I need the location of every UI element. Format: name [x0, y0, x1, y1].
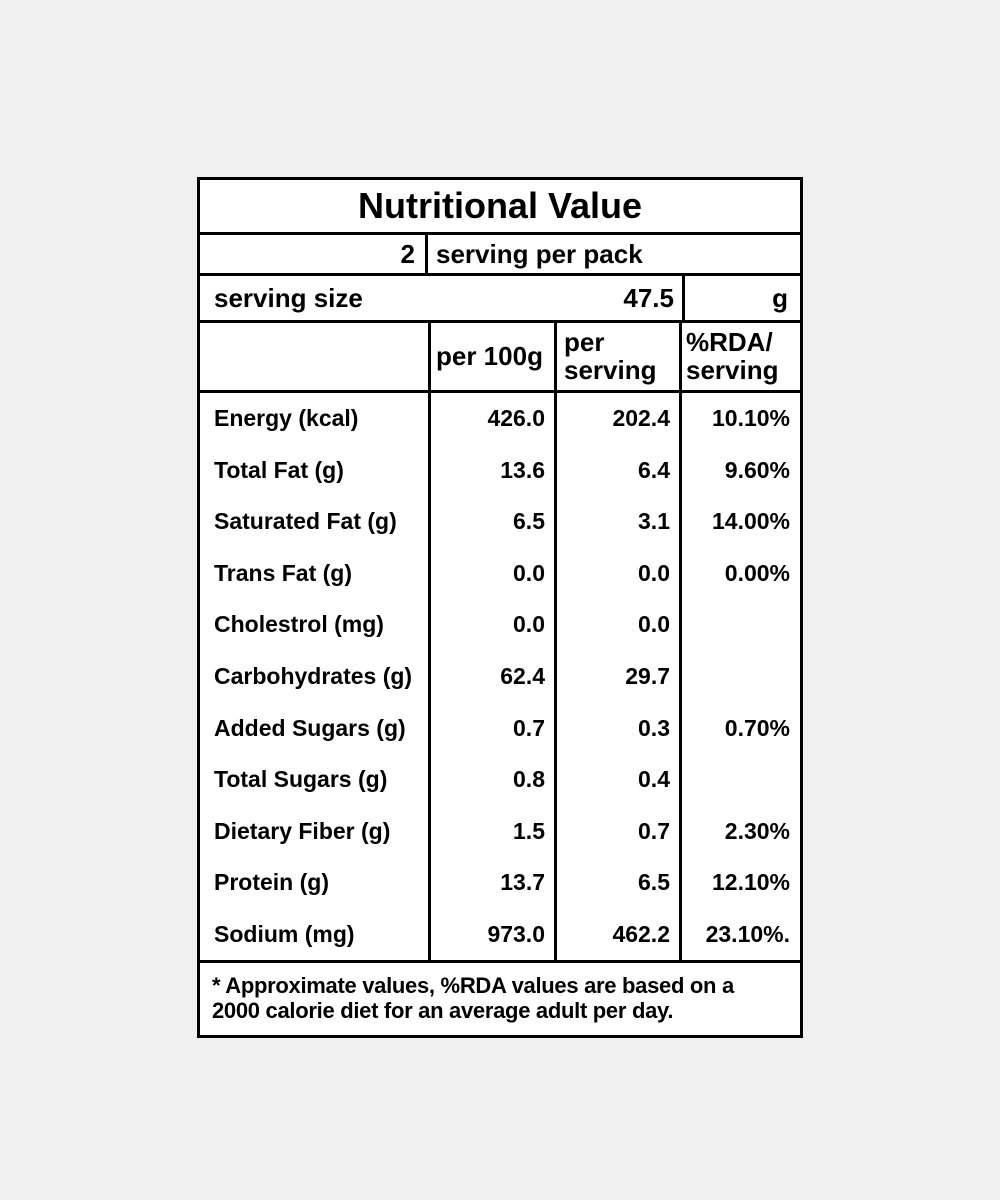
nutrient-name: Dietary Fiber (g) — [214, 817, 391, 844]
value-rda: 12.10% — [679, 856, 800, 909]
value-rda: 2.30% — [679, 805, 800, 857]
table-row-cholestrol: Cholestrol (mg) 0.0 0.0 — [200, 599, 800, 651]
serving-size-cell: serving size 47.5 — [200, 276, 685, 320]
value-per-100g: 0.0 — [428, 599, 554, 651]
value-per-100g: 0.7 — [428, 702, 554, 754]
nutrient-name: Total Sugars (g) — [214, 766, 388, 793]
nutrient-name: Added Sugars (g) — [214, 714, 406, 741]
value-per-serving: 0.0 — [554, 547, 679, 600]
value-rda: 10.10% — [679, 393, 800, 445]
value-per-100g: 1.5 — [428, 805, 554, 857]
value-per-100g: 6.5 — [428, 496, 554, 548]
servings-per-pack-row: 2 serving per pack — [200, 235, 800, 276]
serving-size-value: 47.5 — [623, 282, 674, 313]
table-row-total-sugars: Total Sugars (g) 0.8 0.4 — [200, 753, 800, 806]
value-rda — [679, 650, 800, 703]
value-per-serving: 462.2 — [554, 908, 679, 961]
servings-per-pack-text: serving per pack — [436, 238, 643, 269]
label-title: Nutritional Value — [357, 185, 643, 226]
value-per-serving: 0.7 — [554, 805, 679, 857]
nutrient-name: Energy (kcal) — [214, 405, 359, 432]
value-per-serving: 0.3 — [554, 702, 679, 754]
table-row-saturated-fat: Saturated Fat (g) 6.5 3.1 14.00% — [200, 496, 800, 548]
value-per-100g: 973.0 — [428, 908, 554, 961]
value-rda — [679, 753, 800, 806]
value-rda: 9.60% — [679, 444, 800, 497]
value-per-serving: 6.4 — [554, 444, 679, 497]
nutrient-name: Sodium (mg) — [214, 920, 355, 947]
label-title-row: Nutritional Value — [200, 180, 800, 235]
value-per-100g: 62.4 — [428, 650, 554, 703]
value-per-100g: 13.6 — [428, 444, 554, 497]
value-per-100g: 0.0 — [428, 547, 554, 600]
footnote: * Approximate values, %RDA values are ba… — [212, 972, 734, 1023]
table-row-energy: Energy (kcal) 426.0 202.4 10.10% — [200, 393, 800, 445]
value-rda: 0.70% — [679, 702, 800, 754]
table-row-protein: Protein (g) 13.7 6.5 12.10% — [200, 856, 800, 909]
column-header-row: per 100g per serving %RDA/ serving — [200, 323, 800, 393]
value-per-serving: 0.4 — [554, 753, 679, 806]
value-per-serving: 202.4 — [554, 393, 679, 445]
value-per-serving: 29.7 — [554, 650, 679, 703]
value-per-serving: 3.1 — [554, 496, 679, 548]
value-per-100g: 0.8 — [428, 753, 554, 806]
column-header-rda-per-serving: %RDA/ serving — [679, 323, 800, 390]
column-header-blank — [200, 323, 428, 390]
table-row-dietary-fiber: Dietary Fiber (g) 1.5 0.7 2.30% — [200, 805, 800, 857]
value-per-serving: 6.5 — [554, 856, 679, 909]
serving-size-label: serving size — [214, 282, 363, 313]
nutrition-facts-label: Nutritional Value 2 serving per pack ser… — [197, 177, 803, 1038]
serving-size-row: serving size 47.5 g — [200, 276, 800, 323]
nutrient-name: Protein (g) — [214, 869, 329, 896]
servings-count: 2 — [200, 235, 428, 273]
value-per-100g: 13.7 — [428, 856, 554, 909]
nutrient-name: Trans Fat (g) — [214, 559, 353, 586]
nutrient-name: Cholestrol (mg) — [214, 611, 384, 638]
value-per-100g: 426.0 — [428, 393, 554, 445]
nutrient-name: Total Fat (g) — [214, 456, 344, 483]
nutrient-table-body: Energy (kcal) 426.0 202.4 10.10% Total F… — [200, 393, 800, 963]
column-header-per-100g: per 100g — [428, 323, 554, 390]
table-row-total-fat: Total Fat (g) 13.6 6.4 9.60% — [200, 444, 800, 497]
serving-size-unit: g — [772, 282, 788, 313]
value-rda — [679, 599, 800, 651]
column-header-per-serving: per serving — [554, 323, 679, 390]
value-rda: 0.00% — [679, 547, 800, 600]
table-row-carbohydrates: Carbohydrates (g) 62.4 29.7 — [200, 650, 800, 703]
value-per-serving: 0.0 — [554, 599, 679, 651]
nutrient-name: Carbohydrates (g) — [214, 663, 413, 689]
table-row-trans-fat: Trans Fat (g) 0.0 0.0 0.00% — [200, 547, 800, 600]
nutrient-name: Saturated Fat (g) — [214, 508, 397, 535]
table-row-added-sugars: Added Sugars (g) 0.7 0.3 0.70% — [200, 702, 800, 754]
value-rda: 23.10%. — [679, 908, 800, 961]
value-rda: 14.00% — [679, 496, 800, 548]
table-row-sodium: Sodium (mg) 973.0 462.2 23.10%. — [200, 908, 800, 961]
